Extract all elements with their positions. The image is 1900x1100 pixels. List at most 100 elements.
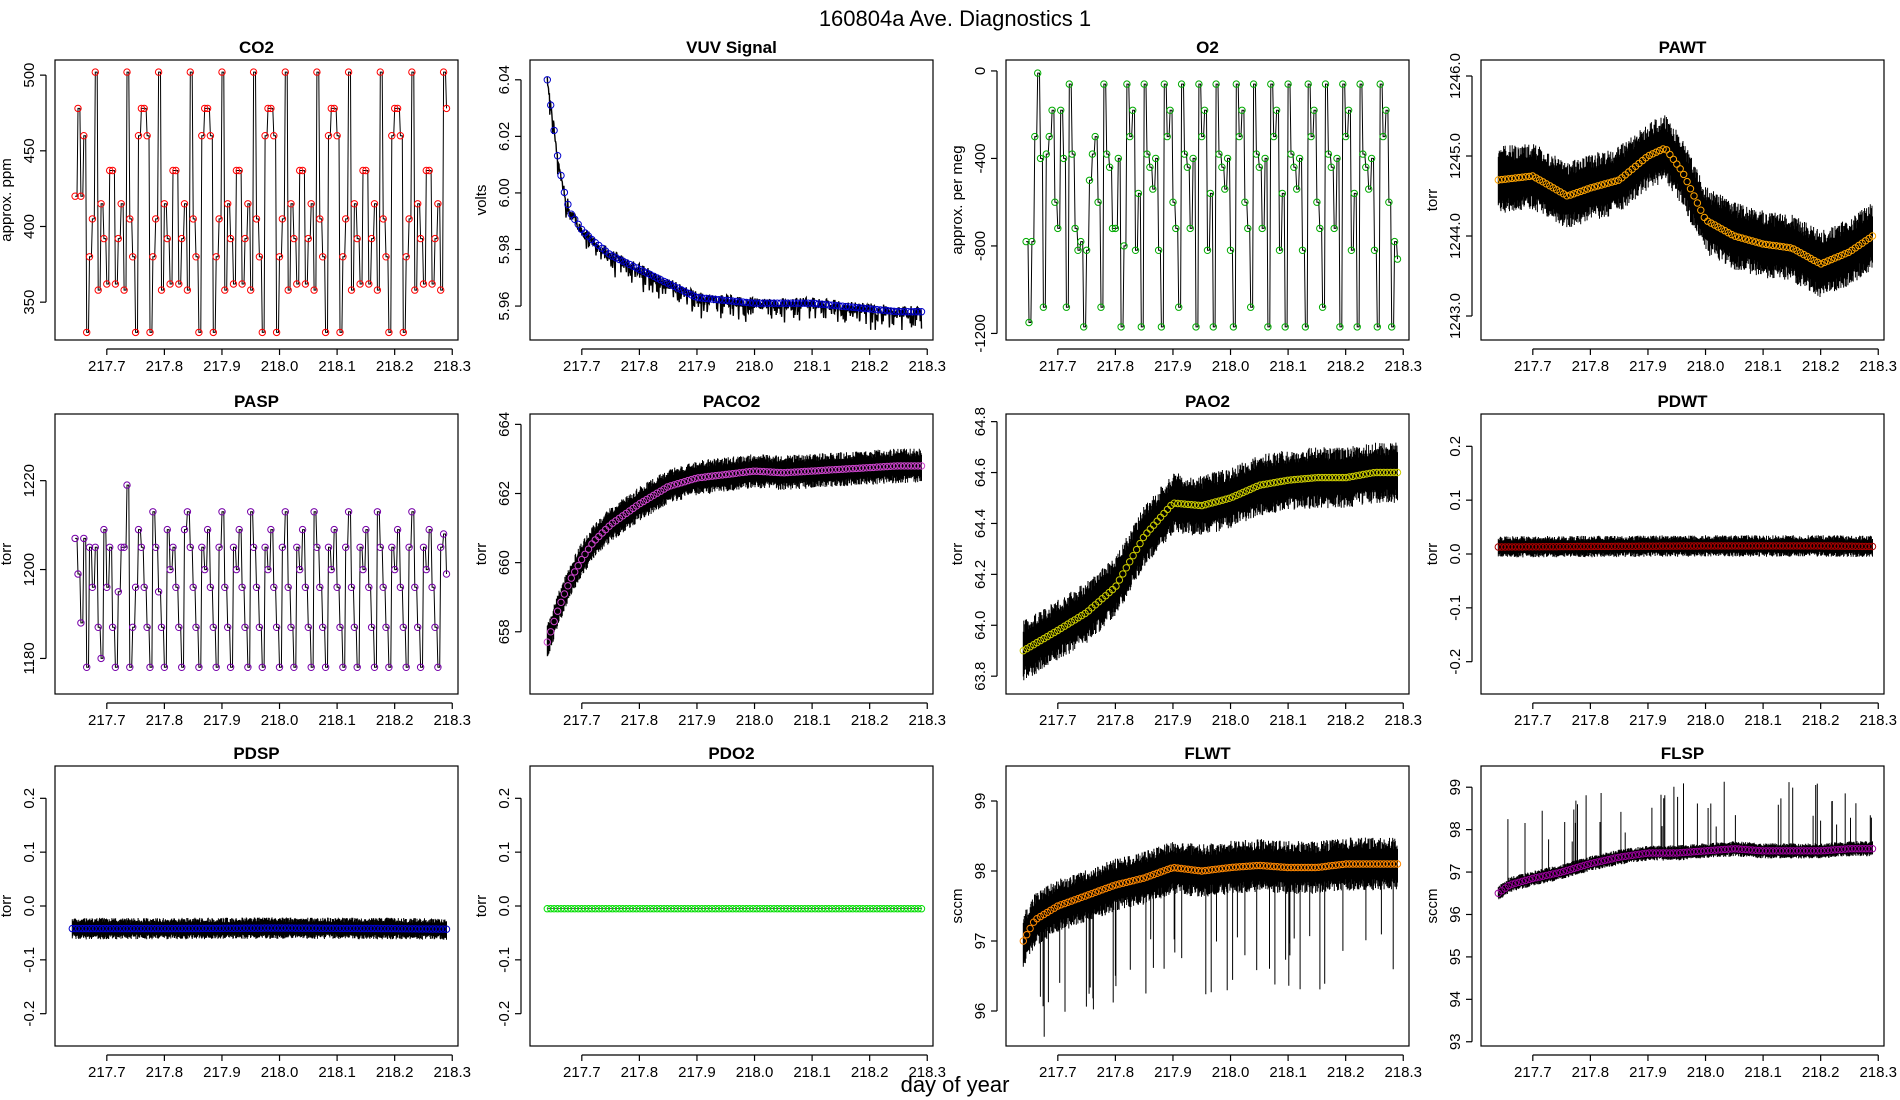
data-point <box>601 905 610 913</box>
data-point <box>1382 106 1390 115</box>
data-point <box>663 279 672 287</box>
data-point <box>1258 224 1266 233</box>
data-point <box>1717 846 1726 854</box>
data-point <box>567 574 575 582</box>
data-point <box>547 101 555 109</box>
data-point <box>442 570 451 578</box>
data-point <box>917 308 926 316</box>
data-point <box>154 588 163 596</box>
data-point <box>1683 848 1691 856</box>
data-point <box>1841 250 1849 258</box>
x-tick-label: 218.3 <box>908 1064 946 1081</box>
data-point <box>1649 150 1657 158</box>
data-point <box>1195 80 1203 88</box>
data-point <box>564 200 572 209</box>
data-point <box>643 905 651 913</box>
data-point <box>1673 849 1681 857</box>
series-group <box>543 76 926 331</box>
data-point <box>1800 250 1808 259</box>
data-point <box>261 132 269 140</box>
data-point <box>1211 498 1220 506</box>
data-point <box>350 924 358 933</box>
y-tick-label: 0.2 <box>1447 436 1464 457</box>
data-point <box>1532 874 1540 882</box>
data-point <box>339 253 347 261</box>
data-point <box>339 924 348 933</box>
data-point <box>608 905 617 913</box>
data-point <box>281 924 289 932</box>
data-point <box>1573 863 1581 872</box>
data-point <box>1108 882 1117 890</box>
data-point <box>1390 468 1398 477</box>
data-point <box>218 508 226 516</box>
x-tick-label: 218.2 <box>851 1064 889 1081</box>
data-point <box>1091 888 1100 896</box>
data-point <box>1597 181 1606 189</box>
data-point <box>1293 185 1301 193</box>
data-point <box>169 166 177 175</box>
x-tick-label: 218.2 <box>376 358 414 375</box>
x-tick-label: 218.2 <box>1327 712 1365 729</box>
plot-frame <box>529 413 934 695</box>
data-point <box>250 924 258 932</box>
data-point <box>1339 80 1347 88</box>
y-tick-label: 63.8 <box>972 662 989 691</box>
data-point <box>1036 636 1045 645</box>
panel-pdwt: PDWT 217.7 217.8 217.9 218.0 218.1 218.2 218.3 -… <box>1424 392 1897 729</box>
data-point <box>240 924 248 932</box>
data-point <box>1601 856 1609 865</box>
data-point <box>1212 80 1220 88</box>
data-point <box>1177 864 1185 873</box>
data-point <box>379 215 387 223</box>
data-point <box>270 132 278 140</box>
data-point <box>1680 170 1688 179</box>
data-point <box>1119 570 1127 578</box>
data-point <box>264 104 272 113</box>
series-group <box>1494 535 1877 558</box>
data-point <box>229 280 238 288</box>
raw-trace <box>1497 535 1873 558</box>
data-point <box>405 215 413 223</box>
data-point <box>660 277 668 286</box>
data-point <box>1313 198 1321 206</box>
data-point <box>1327 163 1336 171</box>
data-point <box>1280 477 1288 485</box>
data-point <box>332 924 341 932</box>
data-point <box>439 925 447 933</box>
data-point <box>396 132 405 140</box>
data-point <box>1222 495 1230 503</box>
data-point <box>111 663 120 671</box>
data-point <box>169 543 177 551</box>
data-point <box>1102 884 1110 893</box>
data-point <box>1088 150 1097 158</box>
data-point <box>1225 494 1234 502</box>
data-point <box>1734 845 1743 853</box>
y-tick-label: 0.1 <box>1447 490 1464 511</box>
data-point <box>347 583 356 591</box>
x-tick-label: 218.0 <box>1687 358 1725 375</box>
x-tick-label: 218.2 <box>1327 358 1365 375</box>
data-point <box>1645 151 1654 160</box>
data-point <box>394 925 403 933</box>
data-point <box>859 464 867 472</box>
x-tick-label: 217.8 <box>621 1064 659 1081</box>
data-point <box>188 924 197 933</box>
y-axis-label: sccm <box>1424 889 1441 924</box>
y-tick-label: 0.0 <box>1447 544 1464 565</box>
data-point <box>1717 225 1726 233</box>
data-point <box>1752 238 1760 246</box>
data-point <box>856 304 864 312</box>
data-point <box>244 663 252 671</box>
data-point <box>393 525 402 534</box>
y-tick-label: 99 <box>972 793 989 810</box>
y-tick-label: 98 <box>972 863 989 880</box>
data-point <box>756 467 764 476</box>
data-point <box>763 299 771 307</box>
data-point <box>1252 150 1261 158</box>
data-point <box>838 465 847 473</box>
y-axis-label: approx. per meg <box>949 145 966 254</box>
data-point <box>1686 848 1695 856</box>
data-point <box>1065 80 1074 88</box>
data-point <box>1868 232 1877 240</box>
data-point <box>284 583 292 591</box>
